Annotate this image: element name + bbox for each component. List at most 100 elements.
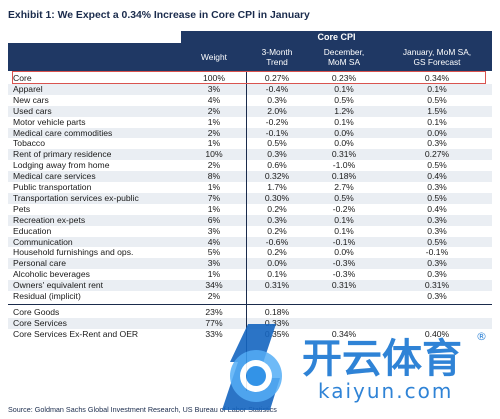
cell-trend3m: 0.27% <box>264 73 290 83</box>
cell-jan: 0.27% <box>424 149 450 160</box>
cell-weight: 1% <box>207 182 221 192</box>
cell-trend3m: -0.4% <box>265 83 289 94</box>
cell-weight: 2% <box>207 127 221 138</box>
cell-dec: 0.1% <box>334 214 354 225</box>
cell-dec: 0.31% <box>331 149 357 160</box>
cell-dec: 0.0% <box>334 247 354 258</box>
cell-trend3m: 0.18% <box>264 306 290 317</box>
cell-trend3m: -0.2% <box>265 116 289 127</box>
cell-name: Medical care services <box>13 171 96 182</box>
cell-name: Medical care commodities <box>13 127 113 138</box>
table-row: Core 100% 0.27% 0.23% 0.34% <box>8 73 492 84</box>
table-row: Medical care commodities 2% -0.1% 0.0% 0.0% <box>8 127 492 139</box>
table-row: Public transportation 1% 1.7% 2.7% 0.3% <box>8 182 492 193</box>
cell-trend3m: -0.6% <box>265 236 289 247</box>
cell-jan: 0.5% <box>427 160 447 171</box>
table-row: Transportation services ex-public 7% 0.30%… <box>8 192 492 204</box>
table-row: Motor vehicle parts 1% -0.2% 0.1% 0.1% <box>8 117 492 128</box>
table-row: Residual (implicit) 2% 0.3% <box>8 291 492 302</box>
table-row: Owners' equivalent rent 34% 0.31% 0.31% 0.31… <box>8 280 492 291</box>
cell-jan: 0.3% <box>427 225 447 236</box>
cell-name: Core Goods <box>13 306 60 317</box>
cell-dec: -0.3% <box>332 258 356 269</box>
summary-divider <box>8 303 492 305</box>
cell-weight: 34% <box>205 280 223 291</box>
cell-weight: 1% <box>207 269 221 280</box>
cell-trend3m: 0.2% <box>267 225 287 236</box>
table-row: Personal care 3% 0.0% -0.3% 0.3% <box>8 258 492 270</box>
cell-name: Motor vehicle parts <box>13 116 86 127</box>
cell-name: Owners' equivalent rent <box>13 280 104 291</box>
cell-jan: 0.1% <box>427 116 447 127</box>
registered-mark: ® <box>476 330 487 343</box>
table-row: Rent of primary residence 10% 0.3% 0.31% 0.2… <box>8 149 492 161</box>
exhibit-title: Exhibit 1: We Expect a 0.34% Increase in… <box>8 10 310 21</box>
core-cpi-band: Core CPI <box>181 31 492 43</box>
table-row: Apparel 3% -0.4% 0.1% 0.1% <box>8 83 492 95</box>
cell-name: Personal care <box>13 258 67 269</box>
cell-jan: 1.5% <box>427 105 447 116</box>
cell-jan: 0.3% <box>427 214 447 225</box>
cell-jan: 0.5% <box>427 94 447 105</box>
cell-weight: 2% <box>207 160 221 171</box>
cell-name: Apparel <box>13 83 43 94</box>
cell-dec: -0.1% <box>332 236 356 247</box>
header-weight: Weight <box>201 52 227 62</box>
source-note: Source: Goldman Sachs Global Investment … <box>8 405 277 414</box>
cell-dec: 0.1% <box>334 225 354 236</box>
table-row: Core Services 77% 0.33% <box>8 317 492 329</box>
cell-dec: 0.31% <box>331 280 357 291</box>
cell-name: Lodging away from home <box>13 160 110 171</box>
cell-jan: 0.5% <box>427 192 447 203</box>
table-row: Alcoholic beverages 1% 0.1% -0.3% 0.3% <box>8 269 492 280</box>
cell-weight: 10% <box>205 149 223 160</box>
cell-trend3m: 2.0% <box>267 105 287 116</box>
cell-weight: 3% <box>207 83 221 94</box>
cell-jan: 0.3% <box>427 258 447 269</box>
cell-weight: 23% <box>205 306 223 317</box>
watermark-brand: 开云体育 <box>302 336 462 382</box>
cell-name: Education <box>13 225 52 236</box>
cell-weight: 1% <box>207 138 221 149</box>
cell-jan: 0.3% <box>427 138 447 149</box>
cell-dec: 0.0% <box>334 138 354 149</box>
cell-jan: 0.4% <box>427 203 447 214</box>
cell-dec: 0.1% <box>334 83 354 94</box>
cell-dec: 0.34% <box>331 328 357 339</box>
cell-name: Used cars <box>13 105 52 116</box>
table-row: Lodging away from home 2% 0.6% -1.0% 0.5% <box>8 160 492 171</box>
cell-name: Core <box>13 73 32 83</box>
table-row: Core Goods 23% 0.18% <box>8 307 492 318</box>
cell-trend3m: 0.3% <box>267 94 287 105</box>
cell-weight: 3% <box>207 258 221 269</box>
table-row: Tobacco 1% 0.5% 0.0% 0.3% <box>8 138 492 149</box>
cell-trend3m: 0.2% <box>267 203 287 214</box>
cell-trend3m: 1.7% <box>267 182 287 192</box>
cell-weight: 100% <box>203 73 225 83</box>
cell-trend3m: 0.32% <box>264 171 290 182</box>
cell-dec: -0.2% <box>332 203 356 214</box>
cell-name: Core Services Ex-Rent and OER <box>13 328 139 339</box>
cell-dec: -0.3% <box>332 269 356 280</box>
cell-trend3m: 0.6% <box>267 160 287 171</box>
cell-jan: 0.40% <box>424 328 450 339</box>
cell-name: Public transportation <box>13 182 92 192</box>
cell-jan: 0.3% <box>427 182 447 192</box>
watermark-url: kaiyun.com <box>318 379 453 403</box>
cell-name: Rent of primary residence <box>13 149 112 160</box>
cell-trend3m: 0.2% <box>267 247 287 258</box>
cell-dec: 0.5% <box>334 192 354 203</box>
cell-weight: 6% <box>207 214 221 225</box>
cell-jan: 0.31% <box>424 280 450 291</box>
table-row: Household furnishings and ops. 5% 0.2% 0.0%… <box>8 247 492 258</box>
logo-mark-icon <box>222 324 282 410</box>
cell-name: New cars <box>13 94 49 105</box>
cell-dec: 0.0% <box>334 127 354 138</box>
cell-name: Pets <box>13 203 31 214</box>
cell-trend3m: 0.1% <box>267 269 287 280</box>
cell-trend3m: 0.35% <box>264 328 290 339</box>
cell-weight: 4% <box>207 94 221 105</box>
cell-weight: 3% <box>207 225 221 236</box>
table-row: Pets 1% 0.2% -0.2% 0.4% <box>8 204 492 215</box>
table-row: New cars 4% 0.3% 0.5% 0.5% <box>8 95 492 106</box>
